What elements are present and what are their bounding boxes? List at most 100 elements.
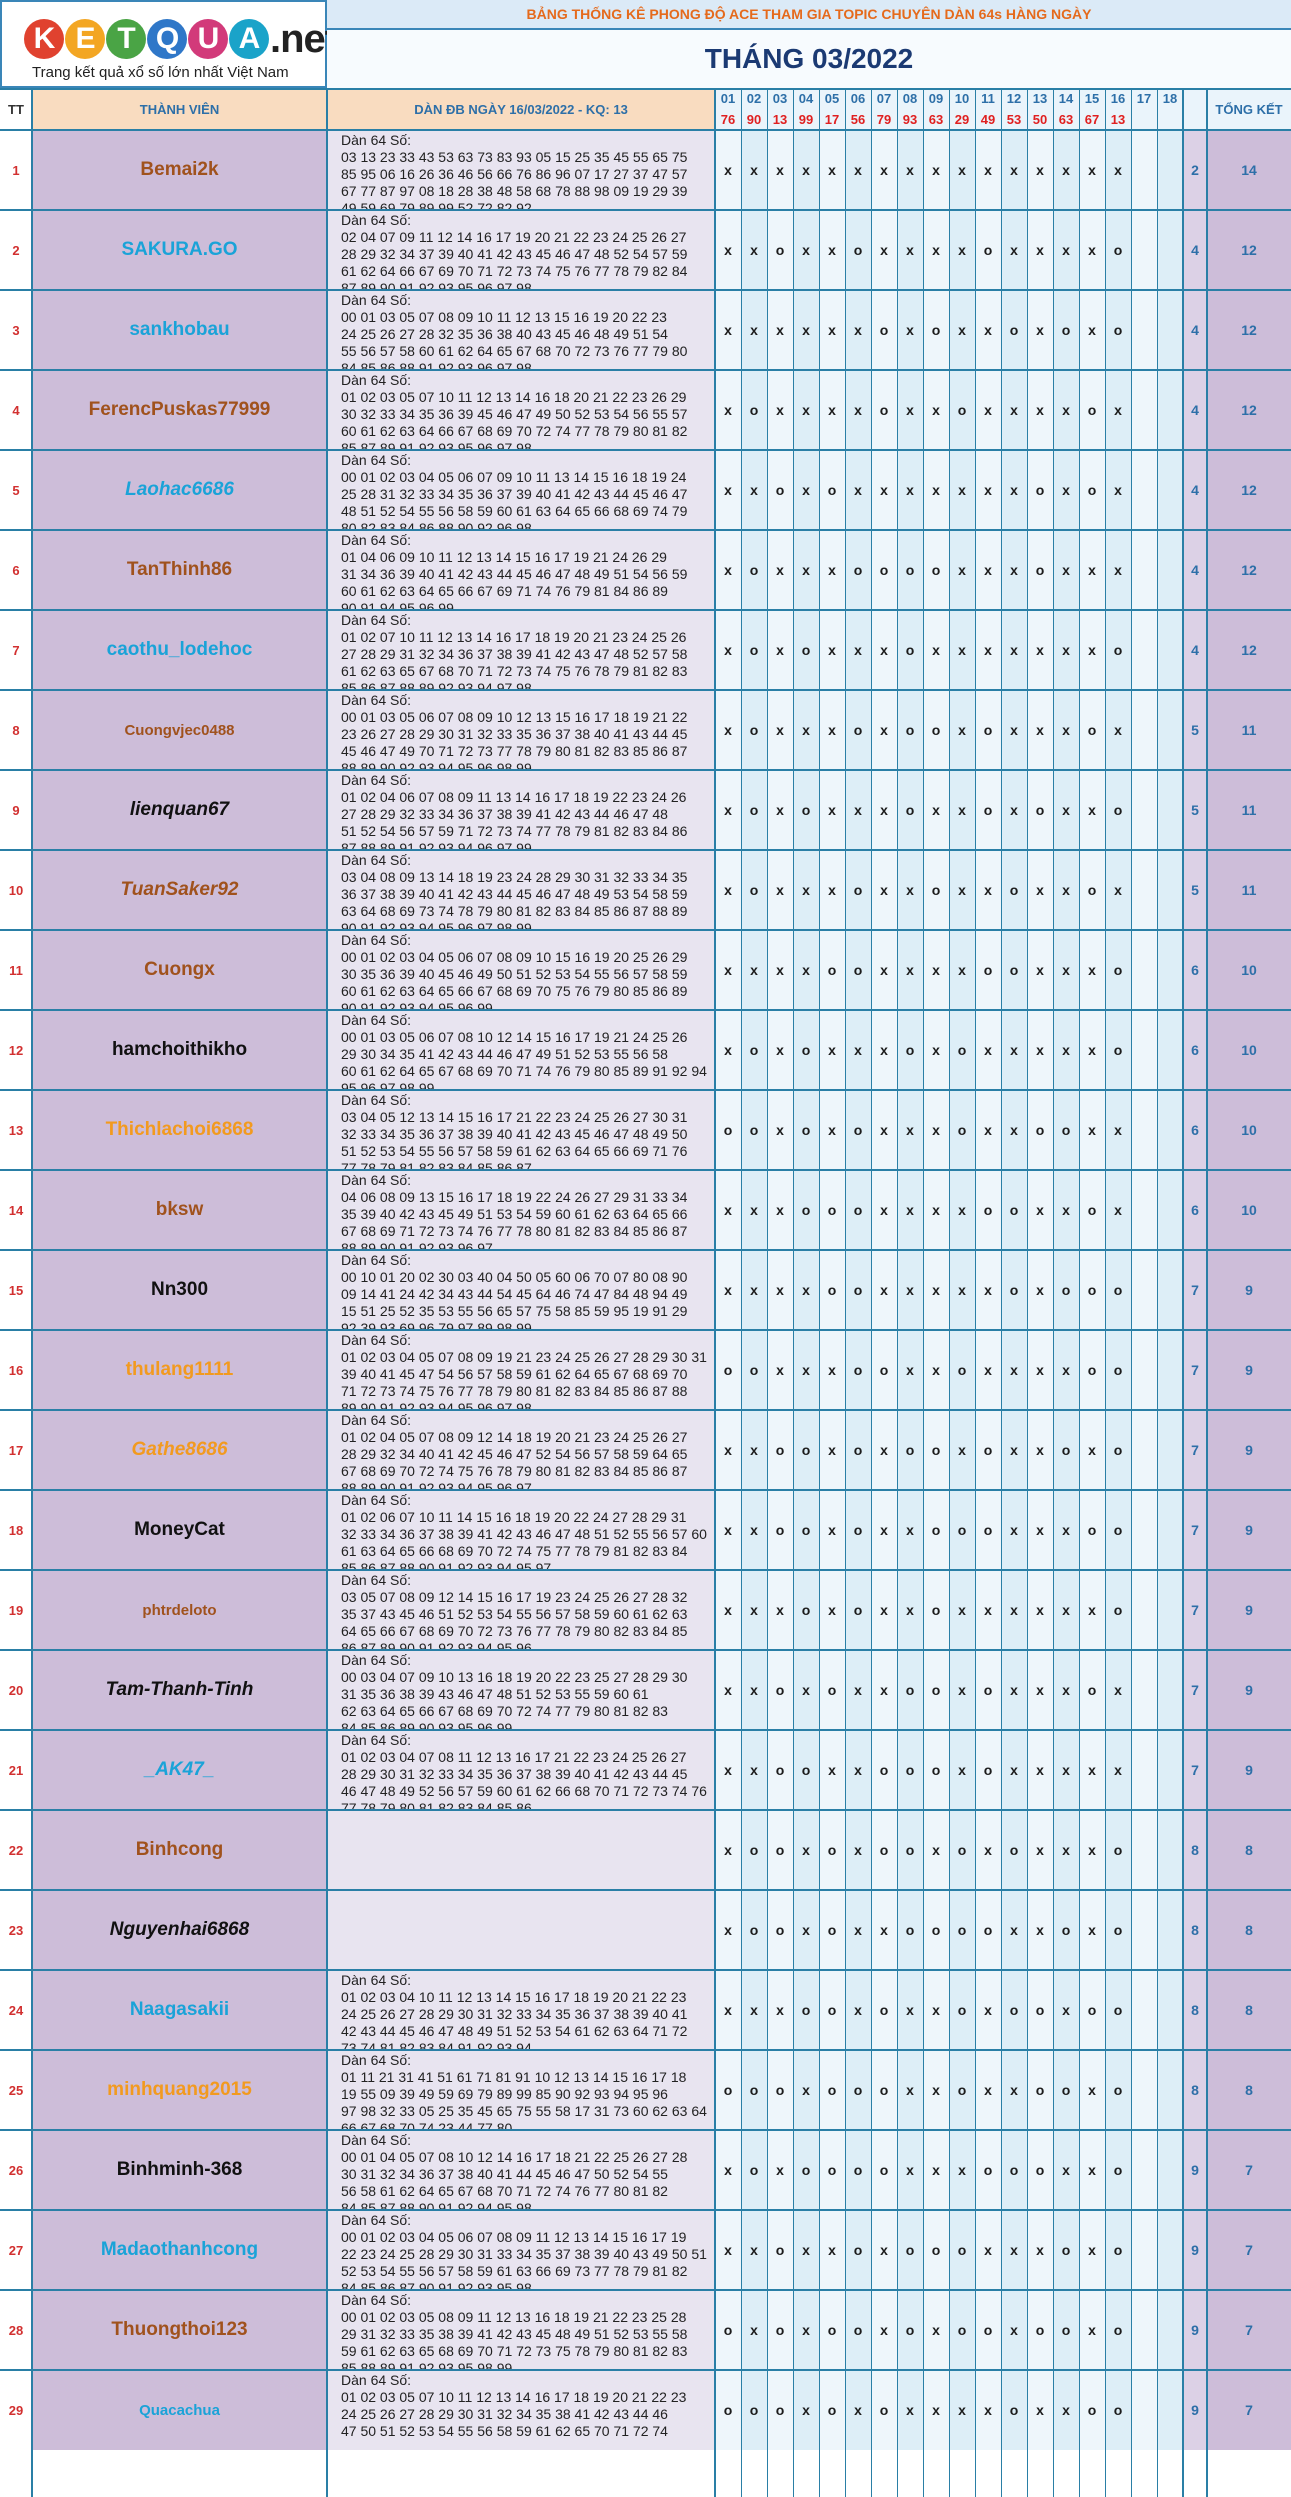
table-row: 11 Cuongx Dàn 64 Số: 00 01 02 03 04 05 06 … [0,930,1291,1010]
day-mark: o [1061,2242,1071,2258]
row-number: 26 [0,2130,32,2210]
day-mark: x [828,162,836,178]
row-number: 29 [0,2370,32,2450]
day-mark: o [1087,722,1097,738]
member-name[interactable]: Laohac6686 [32,450,327,530]
day-mark [1157,210,1183,290]
day-mark: x [958,322,966,338]
day-mark: x [1062,2402,1070,2418]
member-name[interactable]: Madaothanhcong [32,2210,327,2290]
grid-line [0,2129,1291,2131]
member-name[interactable]: Cuongvjec0488 [32,690,327,770]
member-name[interactable]: Cuongx [32,930,327,1010]
day-mark: x [1114,482,1122,498]
day-mark [1131,1730,1157,1810]
grid-line [0,1489,1291,1491]
number-set: Dàn 64 Số: 02 04 07 09 11 12 14 16 17 19… [327,210,715,290]
header-day: 13 [1027,88,1053,109]
day-mark: x [724,642,732,658]
grid-line [845,88,846,2497]
day-mark: x [1010,1122,1018,1138]
day-mark: o [801,1762,811,1778]
miss-count: 2 [1183,130,1207,210]
day-mark: x [1010,2082,1018,2098]
grid-line [0,88,1291,90]
day-mark: o [853,1442,863,1458]
header-day: 02 [741,88,767,109]
member-name[interactable]: SAKURA.GO [32,210,327,290]
member-name[interactable]: TuanSaker92 [32,850,327,930]
day-mark: o [749,562,759,578]
day-mark: x [1010,1042,1018,1058]
header-result: 49 [975,109,1001,130]
member-name[interactable]: _AK47_ [32,1730,327,1810]
day-mark: o [905,802,915,818]
total-count: 14 [1207,130,1291,210]
grid-line [0,2049,1291,2051]
member-name[interactable]: thulang1111 [32,1330,327,1410]
member-name[interactable]: Nguyenhai6868 [32,1890,327,1970]
header-day: 09 [923,88,949,109]
header-result: 90 [741,109,767,130]
grid-line [1027,88,1028,2497]
day-mark: x [750,2322,758,2338]
total-count: 11 [1207,770,1291,850]
member-name[interactable]: hamchoithikho [32,1010,327,1090]
site-logo[interactable]: K E T Q U A .net Trang kết quả xổ số lớn nhất … [0,0,338,88]
member-name[interactable]: Bemai2k [32,130,327,210]
grid-line [0,449,1291,451]
member-name[interactable]: caothu_lodehoc [32,610,327,690]
day-mark [1131,1810,1157,1890]
day-mark: x [1062,1762,1070,1778]
member-name[interactable]: sankhobau [32,290,327,370]
grid-line [0,1969,1291,1971]
day-mark: x [932,242,940,258]
number-set: Dàn 64 Số: 00 01 02 03 04 05 06 07 09 10… [327,450,715,530]
member-name[interactable]: FerencPuskas77999 [32,370,327,450]
row-number: 8 [0,690,32,770]
logo-letter: K [24,18,64,59]
member-name[interactable]: phtrdeloto [32,1570,327,1650]
total-count: 9 [1207,1490,1291,1570]
grid-line [897,88,898,2497]
day-mark: x [1088,162,1096,178]
member-name[interactable]: Quacachua [32,2370,327,2450]
table-row: 15 Nn300 Dàn 64 Số: 00 10 01 20 02 30 03 4… [0,1250,1291,1330]
member-name[interactable]: minhquang2015 [32,2050,327,2130]
day-mark: x [1036,2242,1044,2258]
member-name[interactable]: Nn300 [32,1250,327,1330]
member-name[interactable]: bksw [32,1170,327,1250]
day-mark: o [853,562,863,578]
day-mark: x [906,1282,914,1298]
member-name[interactable]: Binhcong [32,1810,327,1890]
row-number: 12 [0,1010,32,1090]
member-name[interactable]: Tam-Thanh-Tinh [32,1650,327,1730]
grid-line [0,769,1291,771]
day-mark: x [802,1282,810,1298]
day-mark: x [776,1282,784,1298]
member-name[interactable]: Thichlachoi6868 [32,1090,327,1170]
number-set: Dàn 64 Số: 01 02 07 10 11 12 13 14 16 17… [327,610,715,690]
day-mark: x [1062,1842,1070,1858]
total-count: 8 [1207,1890,1291,1970]
member-name[interactable]: MoneyCat [32,1490,327,1570]
day-mark: o [827,1922,837,1938]
member-name[interactable]: Binhminh-368 [32,2130,327,2210]
member-name[interactable]: lienquan67 [32,770,327,850]
miss-count: 4 [1183,450,1207,530]
day-mark: o [775,242,785,258]
day-mark: x [854,1922,862,1938]
row-number: 25 [0,2050,32,2130]
day-mark: x [1010,162,1018,178]
day-mark: x [1062,162,1070,178]
day-mark: x [880,1922,888,1938]
member-name[interactable]: Naagasakii [32,1970,327,2050]
member-name[interactable]: Gathe8686 [32,1410,327,1490]
member-name[interactable]: TanThinh86 [32,530,327,610]
total-count: 9 [1207,1650,1291,1730]
member-name[interactable]: Thuongthoi123 [32,2290,327,2370]
